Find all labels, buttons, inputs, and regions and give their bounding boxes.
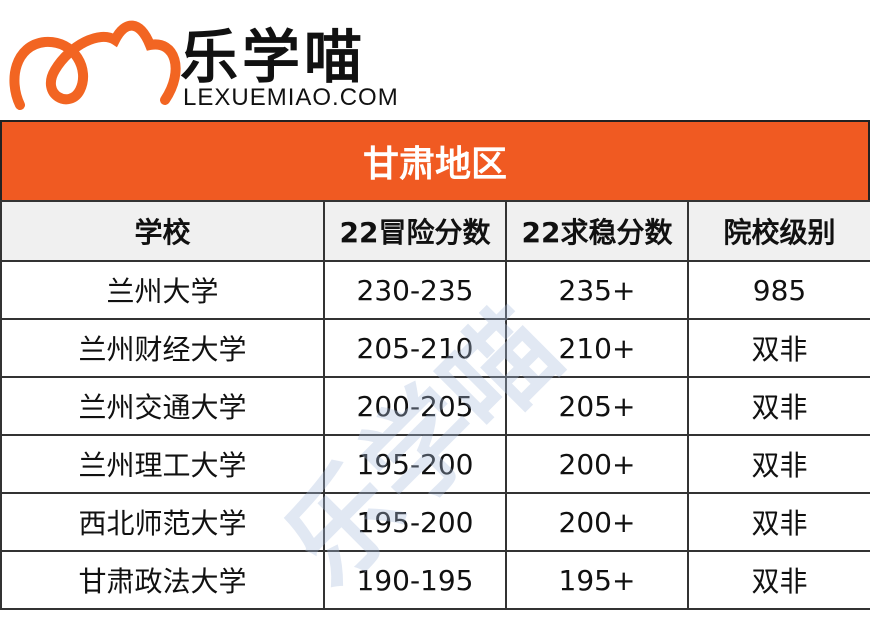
table: 学校 22冒险分数 22求稳分数 院校级别 兰州大学 230-235 235+ 985 兰州财… (0, 200, 870, 610)
table-cell: 兰州交通大学 (0, 376, 325, 436)
table-row: 兰州大学 230-235 235+ 985 (0, 260, 870, 320)
table-cell: 双非 (687, 318, 870, 378)
logo-icon (9, 20, 181, 110)
table-cell: 205-210 (323, 318, 507, 378)
table-cell: 双非 (687, 550, 870, 610)
table-cell: 230-235 (323, 260, 507, 320)
header-cell: 学校 (0, 200, 325, 262)
table-row: 兰州财经大学 205-210 210+ 双非 (0, 318, 870, 378)
table-cell: 200+ (505, 492, 689, 552)
table-cell: 双非 (687, 434, 870, 494)
title: 甘肃地区 (0, 120, 870, 202)
table-row: 西北师范大学 195-200 200+ 双非 (0, 492, 870, 552)
header-cell: 22冒险分数 (323, 200, 507, 262)
table-cell: 兰州财经大学 (0, 318, 325, 378)
table-cell: 235+ (505, 260, 689, 320)
table-row: 兰州交通大学 200-205 205+ 双非 (0, 376, 870, 436)
table-cell: 195+ (505, 550, 689, 610)
header-row: 学校 22冒险分数 22求稳分数 院校级别 (0, 200, 870, 262)
table-cell: 双非 (687, 376, 870, 436)
table-cell: 205+ (505, 376, 689, 436)
table-cell: 兰州大学 (0, 260, 325, 320)
table-cell: 兰州理工大学 (0, 434, 325, 494)
table-body: 兰州大学 230-235 235+ 985 兰州财经大学 205-210 210+ 双非 兰州交… (0, 260, 870, 610)
header-cell: 22求稳分数 (505, 200, 689, 262)
table-cell: 210+ (505, 318, 689, 378)
table-cell: 双非 (687, 492, 870, 552)
table-row: 兰州理工大学 195-200 200+ 双非 (0, 434, 870, 494)
table-row: 甘肃政法大学 190-195 195+ 双非 (0, 550, 870, 610)
table-cell: 985 (687, 260, 870, 320)
table-cell: 195-200 (323, 434, 507, 494)
table-cell: 西北师范大学 (0, 492, 325, 552)
logo (9, 20, 181, 110)
logo-name: 乐学喵 (180, 23, 367, 91)
table-cell: 190-195 (323, 550, 507, 610)
table-cell: 200+ (505, 434, 689, 494)
logo-domain: LEXUEMIAO.COM (183, 84, 399, 111)
header-cell: 院校级别 (687, 200, 870, 262)
table-cell: 195-200 (323, 492, 507, 552)
table-cell: 200-205 (323, 376, 507, 436)
table-cell: 甘肃政法大学 (0, 550, 325, 610)
